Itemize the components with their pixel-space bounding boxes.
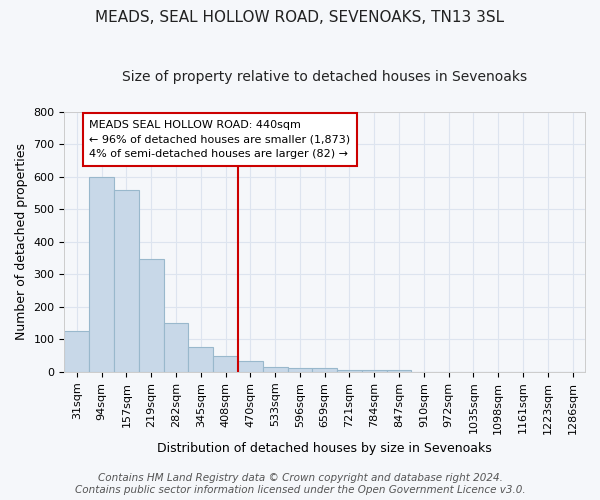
Bar [89, 176, 114, 372]
Bar [164, 323, 188, 372]
Text: Contains HM Land Registry data © Crown copyright and database right 2024.
Contai: Contains HM Land Registry data © Crown c… [74, 474, 526, 495]
Bar [313, 368, 337, 372]
Bar [64, 332, 89, 372]
Bar [386, 370, 412, 372]
Bar [287, 368, 313, 372]
Text: MEADS, SEAL HOLLOW ROAD, SEVENOAKS, TN13 3SL: MEADS, SEAL HOLLOW ROAD, SEVENOAKS, TN13… [95, 10, 505, 25]
Title: Size of property relative to detached houses in Sevenoaks: Size of property relative to detached ho… [122, 70, 527, 84]
Y-axis label: Number of detached properties: Number of detached properties [15, 143, 28, 340]
Bar [188, 347, 213, 372]
Bar [362, 370, 386, 372]
Bar [114, 190, 139, 372]
Bar [238, 361, 263, 372]
Bar [213, 356, 238, 372]
X-axis label: Distribution of detached houses by size in Sevenoaks: Distribution of detached houses by size … [157, 442, 492, 455]
Bar [337, 370, 362, 372]
Text: MEADS SEAL HOLLOW ROAD: 440sqm
← 96% of detached houses are smaller (1,873)
4% o: MEADS SEAL HOLLOW ROAD: 440sqm ← 96% of … [89, 120, 350, 160]
Bar [263, 367, 287, 372]
Bar [139, 258, 164, 372]
